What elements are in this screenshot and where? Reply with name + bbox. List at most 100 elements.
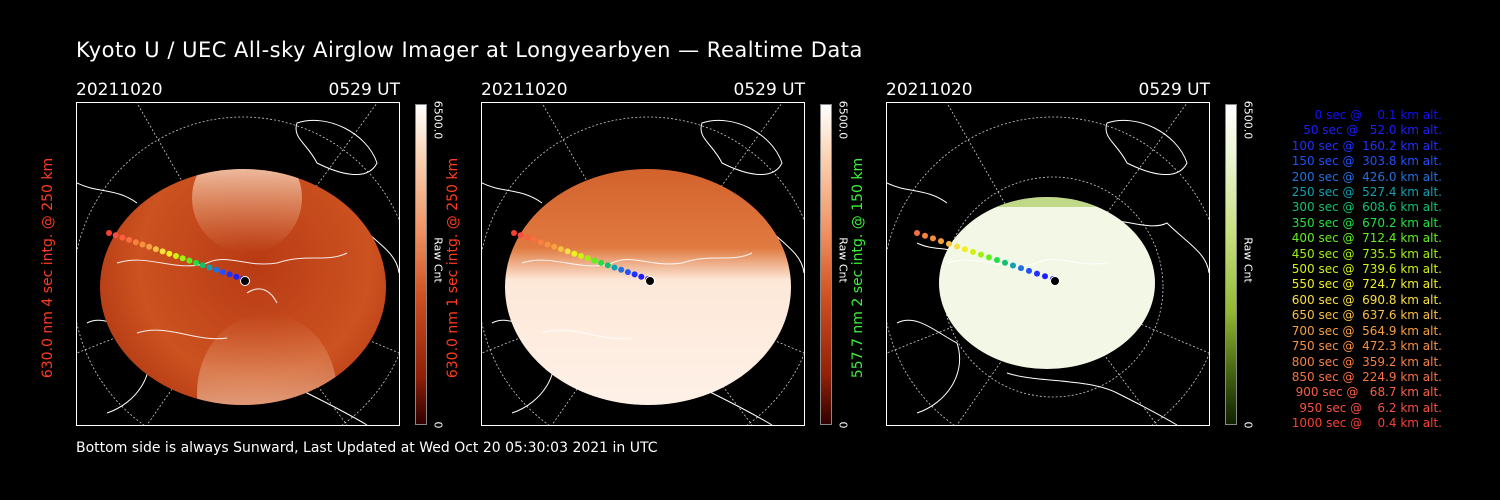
panel-time: 0529 UT xyxy=(328,80,401,100)
y-axis-label-text: 557.7 nm 2 sec intg. @ 150 km xyxy=(850,157,866,379)
track-point xyxy=(531,236,538,243)
panel-date: 20211020 xyxy=(76,80,163,100)
track-point xyxy=(1018,265,1024,272)
track-point xyxy=(173,253,179,259)
station-marker xyxy=(1050,276,1060,286)
legend-entry: 750 sec @ 472.3 km alt. xyxy=(1287,339,1442,354)
panel-time: 0529 UT xyxy=(733,80,806,100)
legend-entry: 600 sec @ 690.8 km alt. xyxy=(1287,292,1442,307)
track-point xyxy=(119,234,126,241)
legend-entry: 350 sec @ 670.2 km alt. xyxy=(1287,215,1442,230)
altitude-legend: 0 sec @ 0.1 km alt. 50 sec @ 52.0 km alt… xyxy=(1262,108,1442,432)
track-point xyxy=(611,264,618,271)
panel-630nm-1sec: 20211020 0529 UT xyxy=(445,80,861,430)
track-point xyxy=(544,241,551,248)
track-point xyxy=(226,271,233,278)
panel-date: 20211020 xyxy=(886,80,973,100)
legend-entry: 100 sec @ 160.2 km alt. xyxy=(1287,138,1442,153)
track-point xyxy=(1026,267,1032,274)
allsky-map xyxy=(77,103,399,425)
legend-entry: 50 sec @ 52.0 km alt. xyxy=(1295,123,1442,138)
track-point xyxy=(986,254,992,261)
legend-entry: 650 sec @ 637.6 km alt. xyxy=(1287,308,1442,323)
track-point xyxy=(199,262,206,269)
track-point xyxy=(1010,262,1016,269)
track-point xyxy=(618,266,625,273)
track-point xyxy=(132,239,139,246)
track-point xyxy=(557,246,564,253)
track-point xyxy=(914,230,920,236)
allsky-image xyxy=(886,102,1210,426)
track-point xyxy=(524,234,531,241)
track-point xyxy=(213,266,220,273)
panel-630nm-4sec: 20211020 0529 UT xyxy=(40,80,456,430)
track-point xyxy=(206,264,213,271)
legend-entry: 450 sec @ 735.5 km alt. xyxy=(1287,246,1442,261)
track-point xyxy=(159,248,166,255)
track-point xyxy=(571,250,578,257)
track-point xyxy=(994,257,1000,264)
track-point xyxy=(598,259,605,266)
legend-entry: 550 sec @ 724.7 km alt. xyxy=(1287,277,1442,292)
legend-entry: 500 sec @ 739.6 km alt. xyxy=(1287,262,1442,277)
legend-entry: 300 sec @ 608.6 km alt. xyxy=(1287,200,1442,215)
track-point xyxy=(186,257,193,264)
allsky-map xyxy=(887,103,1209,425)
legend-entry: 900 sec @ 68.7 km alt. xyxy=(1291,385,1442,400)
track-point xyxy=(1002,259,1008,266)
footer-note: Bottom side is always Sunward, Last Upda… xyxy=(76,440,658,456)
y-axis-label-text: 630.0 nm 4 sec intg. @ 250 km xyxy=(40,157,56,379)
track-point xyxy=(978,251,984,258)
allsky-image xyxy=(481,102,805,426)
allsky-map xyxy=(482,103,804,425)
panel-557nm-2sec: 20211020 0529 UT xyxy=(850,80,1266,430)
colorbar xyxy=(415,104,427,425)
track-point xyxy=(970,248,976,255)
legend-entry: 700 sec @ 564.9 km alt. xyxy=(1287,323,1442,338)
legend-entry: 250 sec @ 527.4 km alt. xyxy=(1287,185,1442,200)
track-point xyxy=(112,232,119,239)
track-point xyxy=(233,273,240,280)
satellite-track xyxy=(106,230,250,286)
legend-entry: 800 sec @ 359.2 km alt. xyxy=(1287,354,1442,369)
legend-entry: 1000 sec @ 0.4 km alt. xyxy=(1291,416,1442,431)
track-point xyxy=(954,243,960,250)
track-point xyxy=(962,246,968,253)
panel-time: 0529 UT xyxy=(1138,80,1211,100)
colorbar xyxy=(1225,104,1237,425)
track-point xyxy=(564,248,571,255)
track-point xyxy=(106,230,112,236)
satellite-track xyxy=(511,230,655,286)
track-point xyxy=(139,241,146,248)
track-point xyxy=(638,273,645,280)
satellite-track xyxy=(914,230,1060,286)
track-point xyxy=(166,250,173,257)
track-point xyxy=(146,243,153,250)
track-point xyxy=(517,232,524,239)
page-title: Kyoto U / UEC All-sky Airglow Imager at … xyxy=(76,38,863,62)
track-point xyxy=(938,238,944,245)
allsky-image xyxy=(76,102,400,426)
track-point xyxy=(511,230,517,236)
track-point xyxy=(591,257,598,264)
station-marker xyxy=(240,276,250,286)
track-point xyxy=(631,271,638,278)
legend-entry: 950 sec @ 6.2 km alt. xyxy=(1295,400,1442,415)
legend-entry: 850 sec @ 224.9 km alt. xyxy=(1287,369,1442,384)
station-marker xyxy=(645,276,655,286)
track-point xyxy=(193,259,200,266)
legend-entry: 400 sec @ 712.4 km alt. xyxy=(1287,231,1442,246)
track-point xyxy=(930,235,936,242)
track-point xyxy=(1034,270,1040,277)
track-point xyxy=(126,236,133,243)
track-point xyxy=(179,255,186,262)
legend-entry: 150 sec @ 303.8 km alt. xyxy=(1287,154,1442,169)
panel-date: 20211020 xyxy=(481,80,568,100)
track-point xyxy=(537,239,544,246)
track-point xyxy=(624,269,631,276)
y-axis-label-text: 630.0 nm 1 sec intg. @ 250 km xyxy=(445,157,461,379)
track-point xyxy=(578,253,584,259)
legend-entry: 200 sec @ 426.0 km alt. xyxy=(1287,169,1442,184)
colorbar xyxy=(820,104,832,425)
track-point xyxy=(946,240,952,247)
